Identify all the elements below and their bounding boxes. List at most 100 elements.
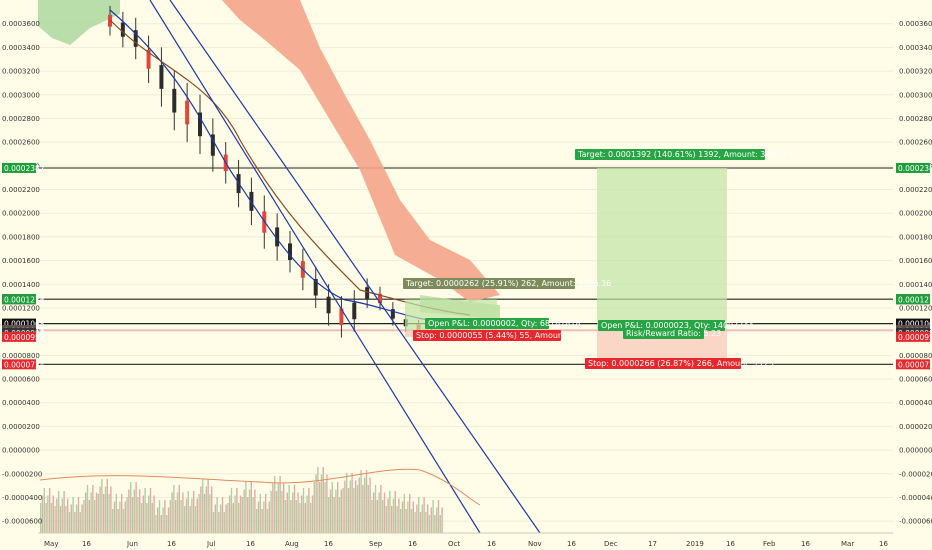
volume-bar	[41, 495, 44, 533]
volume-bar	[180, 500, 182, 533]
cloud-green	[38, 0, 120, 45]
candle-body	[313, 278, 318, 296]
volume-bar	[108, 494, 110, 533]
volume-bar	[295, 500, 297, 533]
volume-bar	[167, 507, 170, 533]
volume-bar	[45, 503, 47, 533]
volume-bar	[421, 504, 423, 533]
volume-bar	[223, 512, 225, 533]
trendline-lower	[169, 0, 541, 534]
volume-bar	[392, 498, 395, 533]
y-tick-label-left: 0.0000200	[2, 423, 40, 431]
y-tick-label-left: 0.0001600	[2, 257, 40, 265]
volume-bar	[130, 482, 132, 533]
volume-bar	[59, 506, 62, 533]
volume-bar	[439, 515, 441, 533]
volume-bar	[43, 488, 45, 533]
volume-bar	[245, 482, 247, 533]
volume-bar	[97, 494, 99, 533]
volume-bar	[68, 512, 71, 533]
price-tag-left	[2, 318, 36, 329]
open-pl-label-large: Open P&L: 0.0000023, Qty: 14097744	[601, 321, 754, 330]
volume-bar	[428, 515, 431, 533]
volume-bar	[383, 492, 386, 533]
open-pl-label-small-box	[425, 318, 549, 329]
volume-bar	[412, 501, 414, 533]
volume-bar	[405, 509, 407, 533]
volume-bar	[232, 503, 234, 533]
y-tick-label: 0.0000800	[899, 352, 932, 360]
volume-bar	[347, 488, 350, 533]
volume-bar	[365, 470, 368, 533]
x-tick-label: Aug	[285, 540, 299, 548]
volume-bar	[270, 491, 272, 533]
volume-bar	[423, 497, 425, 533]
candle-body	[378, 293, 382, 304]
target-label-small: Target: 0.0000262 (25.91%) 262, Amount: …	[405, 279, 611, 288]
volume-bar	[396, 506, 398, 533]
volume-bar	[340, 489, 342, 533]
target-label-large-box	[575, 149, 765, 160]
volume-bar	[40, 503, 42, 533]
volume-bar	[288, 485, 290, 533]
candle-body	[172, 88, 177, 113]
volume-bar	[299, 503, 301, 533]
volume-bar	[221, 497, 224, 533]
volume-bar	[112, 509, 114, 533]
x-tick-label: 16	[82, 540, 91, 548]
trendline-upper	[149, 0, 481, 534]
volume-bar	[275, 491, 278, 533]
volume-bar	[85, 492, 87, 533]
volume-bar	[382, 500, 384, 533]
volume-bar	[83, 500, 85, 533]
volume-bar	[178, 485, 180, 533]
y-tick-label: 0.0003000	[899, 91, 932, 99]
volume-bar	[175, 500, 177, 533]
volume-bar	[369, 477, 371, 533]
volume-bar	[364, 477, 366, 533]
volume-bar	[54, 506, 56, 533]
volume-bar	[76, 504, 78, 533]
x-tick-label: 16	[726, 540, 735, 548]
volume-bar	[290, 500, 292, 533]
candle-body	[159, 65, 164, 89]
volume-bar	[416, 504, 418, 533]
volume-bar	[110, 486, 112, 533]
candle-body	[146, 49, 151, 69]
trade-annotations: Target: 0.0001392 (140.61%) 1392, Amount…	[403, 149, 793, 369]
volume-bar	[212, 512, 215, 533]
volume-bar	[148, 495, 150, 533]
volume-bar	[202, 479, 204, 533]
volume-bar	[243, 489, 245, 533]
y-tick-label-left: -0.0000600	[2, 518, 42, 526]
y-tick-label-left: 0.0002600	[2, 139, 40, 147]
volume-bar	[121, 494, 123, 533]
y-tick-label-left: 0.0002800	[2, 115, 40, 123]
volume-bar	[47, 495, 49, 533]
candle-body	[262, 211, 267, 233]
volume-bar	[104, 486, 107, 533]
volume-bar	[227, 503, 229, 533]
volume-bar	[236, 488, 238, 533]
x-tick-label: 2019	[686, 540, 704, 548]
volume-bar	[254, 489, 256, 533]
volume-bar	[155, 515, 157, 533]
x-tick-label: Feb	[763, 540, 776, 548]
volume-bar	[239, 495, 242, 533]
volume-bar	[99, 486, 101, 533]
volume-bar	[56, 498, 58, 533]
stop-label-large: Stop: 0.0000266 (26.87%) 266, Amount: 11…	[588, 359, 774, 368]
volume-bar	[184, 506, 186, 533]
volume-bars	[39, 467, 481, 533]
price-tag-right	[896, 359, 930, 370]
volume-bar	[187, 491, 189, 533]
volume-bar	[292, 492, 294, 533]
volume-bar	[313, 482, 315, 533]
price-tag-right-label: 0.0002382	[898, 164, 932, 173]
volume-bar	[333, 497, 335, 533]
volume-bar	[344, 480, 346, 533]
x-tick-label: Oct	[448, 540, 460, 548]
y-tick-label: 0.0001200	[899, 304, 932, 312]
x-tick-label: Sep	[369, 540, 383, 548]
volume-bar	[425, 512, 427, 533]
